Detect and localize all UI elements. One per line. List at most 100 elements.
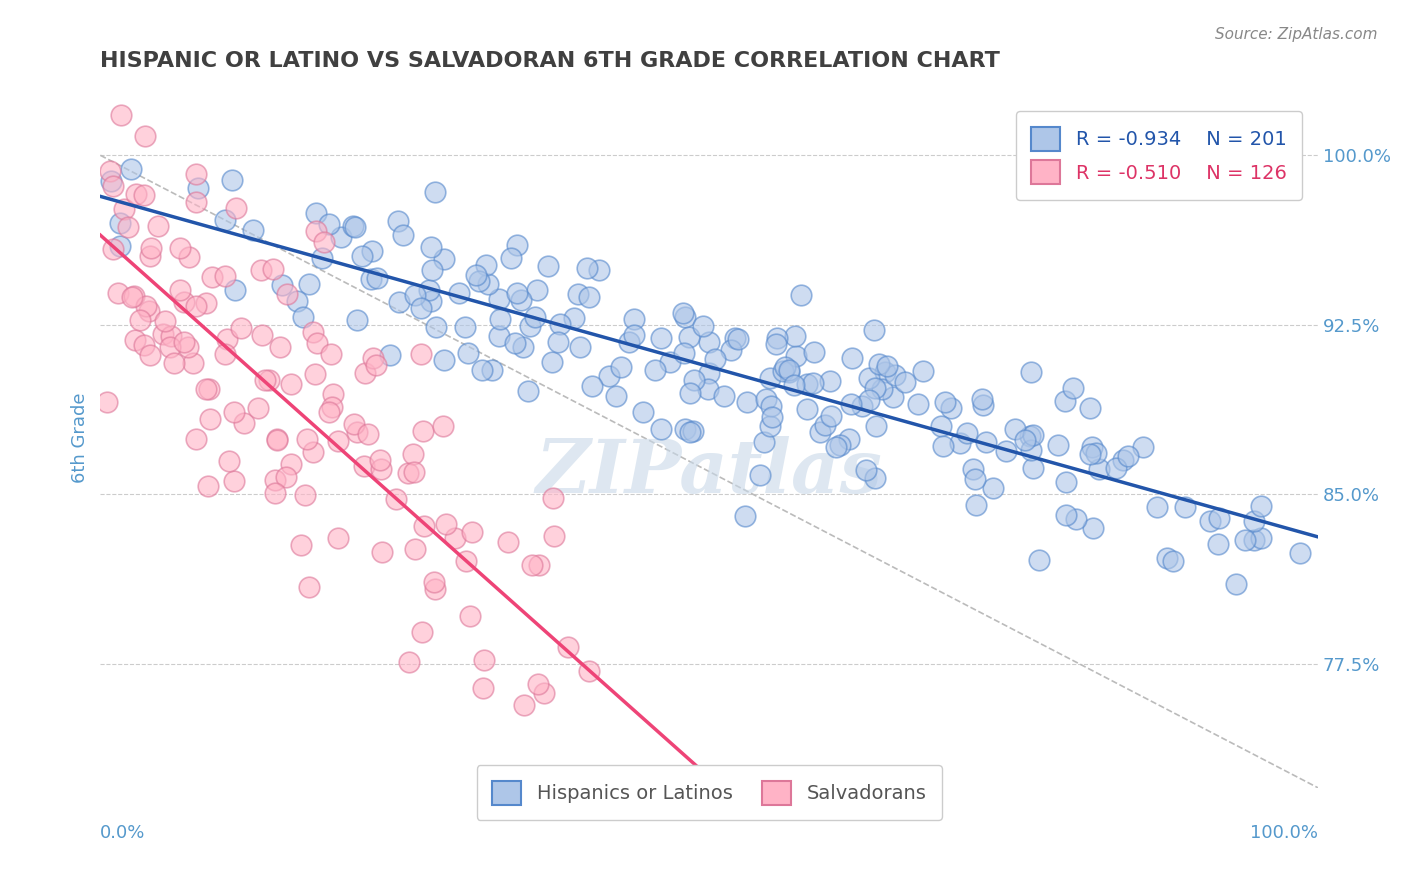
- Point: [304, 368, 326, 382]
- Point: [796, 377, 818, 392]
- Point: [409, 301, 432, 315]
- Point: [761, 409, 783, 424]
- Point: [132, 337, 155, 351]
- Point: [697, 366, 720, 380]
- Point: [269, 340, 291, 354]
- Point: [197, 382, 219, 396]
- Point: [713, 389, 735, 403]
- Point: [177, 340, 200, 354]
- Point: [159, 340, 181, 354]
- Point: [186, 195, 208, 210]
- Point: [214, 269, 236, 284]
- Point: [1022, 428, 1045, 442]
- Point: [232, 416, 254, 430]
- Point: [201, 269, 224, 284]
- Point: [342, 219, 364, 233]
- Point: [249, 263, 271, 277]
- Point: [218, 454, 240, 468]
- Point: [761, 400, 783, 414]
- Point: [214, 347, 236, 361]
- Point: [1019, 429, 1042, 443]
- Point: [523, 310, 546, 325]
- Point: [224, 474, 246, 488]
- Point: [1078, 446, 1101, 460]
- Point: [1234, 533, 1257, 547]
- Point: [972, 398, 994, 412]
- Point: [863, 471, 886, 485]
- Point: [471, 681, 494, 696]
- Point: [703, 351, 725, 366]
- Point: [425, 185, 447, 199]
- Point: [672, 305, 695, 319]
- Point: [931, 439, 953, 453]
- Point: [100, 174, 122, 188]
- Point: [1053, 393, 1076, 408]
- Point: [396, 467, 419, 481]
- Point: [911, 364, 934, 378]
- Point: [818, 374, 841, 388]
- Point: [965, 472, 987, 486]
- Point: [994, 444, 1017, 458]
- Point: [503, 336, 526, 351]
- Legend: Hispanics or Latinos, Salvadorans: Hispanics or Latinos, Salvadorans: [477, 765, 942, 820]
- Text: ZIPatlas: ZIPatlas: [536, 436, 883, 509]
- Point: [318, 217, 340, 231]
- Point: [302, 326, 325, 340]
- Point: [1022, 461, 1045, 475]
- Text: Source: ZipAtlas.com: Source: ZipAtlas.com: [1215, 27, 1378, 42]
- Point: [527, 558, 550, 572]
- Point: [727, 332, 749, 346]
- Point: [112, 202, 135, 216]
- Point: [506, 238, 529, 252]
- Point: [623, 328, 645, 343]
- Point: [1174, 500, 1197, 515]
- Point: [368, 453, 391, 467]
- Point: [224, 283, 246, 297]
- Point: [678, 330, 700, 344]
- Point: [884, 368, 907, 382]
- Point: [344, 220, 367, 235]
- Point: [456, 554, 478, 568]
- Point: [217, 332, 239, 346]
- Point: [673, 346, 696, 360]
- Point: [581, 378, 603, 392]
- Point: [481, 363, 503, 377]
- Point: [471, 363, 494, 377]
- Point: [121, 290, 143, 304]
- Point: [354, 366, 377, 380]
- Point: [1062, 382, 1084, 396]
- Point: [520, 558, 543, 572]
- Point: [931, 418, 953, 433]
- Point: [412, 519, 434, 533]
- Point: [321, 400, 343, 414]
- Point: [318, 405, 340, 419]
- Point: [610, 359, 633, 374]
- Point: [778, 363, 800, 377]
- Point: [682, 425, 704, 439]
- Point: [298, 580, 321, 594]
- Point: [679, 385, 702, 400]
- Point: [343, 417, 366, 431]
- Point: [454, 319, 477, 334]
- Point: [404, 541, 426, 556]
- Point: [1146, 500, 1168, 515]
- Point: [98, 164, 121, 178]
- Point: [266, 432, 288, 446]
- Point: [598, 369, 620, 384]
- Point: [263, 485, 285, 500]
- Point: [307, 336, 329, 351]
- Point: [783, 329, 806, 343]
- Point: [346, 425, 368, 440]
- Point: [402, 465, 425, 479]
- Point: [357, 426, 380, 441]
- Point: [262, 262, 284, 277]
- Point: [404, 287, 426, 301]
- Point: [934, 395, 956, 409]
- Point: [163, 356, 186, 370]
- Point: [346, 313, 368, 327]
- Point: [692, 319, 714, 334]
- Point: [458, 609, 481, 624]
- Point: [578, 290, 600, 304]
- Point: [177, 250, 200, 264]
- Text: 100.0%: 100.0%: [1250, 824, 1319, 842]
